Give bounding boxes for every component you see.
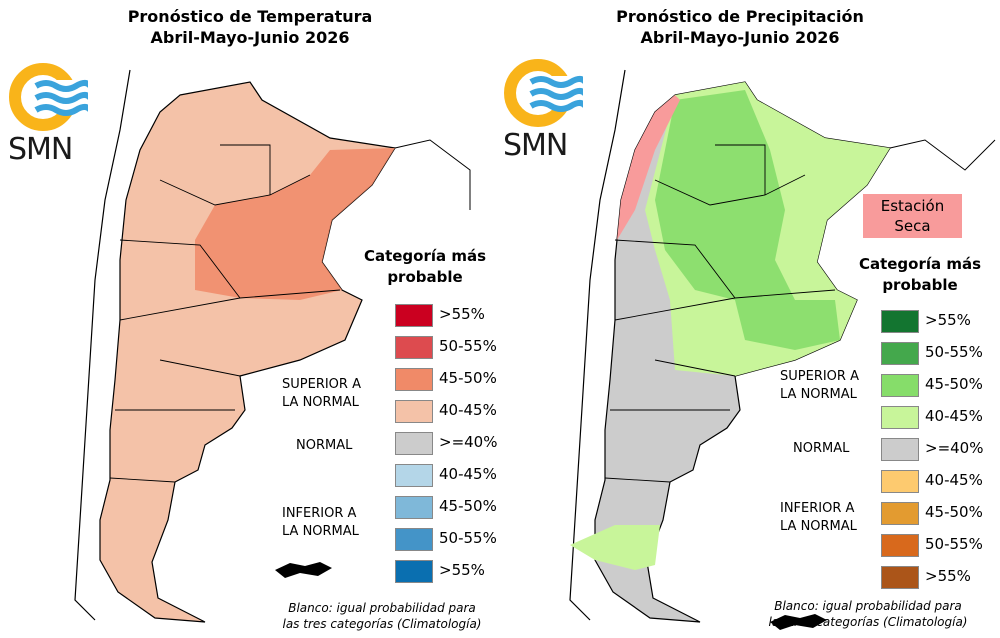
note-line: las tres categorías (Climatología) [768,615,968,629]
legend-label: >55% [925,567,971,585]
legend-label: >55% [439,305,485,323]
title-line: Pronóstico de Temperatura [127,7,373,26]
legend-swatch [395,560,433,583]
precipitation-title: Pronóstico de Precipitación Abril-Mayo-J… [590,6,890,48]
climatology-note: Blanco: igual probabilidad para las tres … [262,600,502,632]
dry-season-region [617,95,680,240]
wet-region-south [570,525,660,570]
legend-swatch [395,368,433,391]
malvinas-islands-icon [770,614,827,630]
note-line: Blanco: igual probabilidad para [288,601,476,615]
smn-logo: SMN [8,62,93,167]
legend-swatch [881,534,919,557]
dry-season-label: Estación Seca [863,194,962,238]
legend-label: 40-45% [925,471,983,489]
legend-swatch [395,464,433,487]
warm-region-45-50 [195,148,395,300]
legend-label: 50-55% [925,343,983,361]
climatology-note: Blanco: igual probabilidad para las tres … [748,598,988,630]
legend-label: 50-55% [439,337,497,355]
legend-title-line: probable [882,276,958,294]
legend-swatch [395,304,433,327]
logo-text: SMN [503,128,568,163]
category-line: SUPERIOR A [282,377,361,392]
category-line: LA NORMAL [282,395,359,410]
legend-swatch [395,400,433,423]
legend-swatch [881,406,919,429]
legend-label: 45-50% [925,503,983,521]
dry-season-line: Seca [894,217,931,235]
malvinas-islands-icon [275,562,332,578]
smn-logo: SMN [503,58,588,163]
legend-swatch [881,342,919,365]
legend-swatch [881,566,919,589]
category-line: LA NORMAL [780,387,857,402]
legend-title-line: probable [387,268,463,286]
legend-swatch [395,336,433,359]
smn-sun-icon [9,63,93,131]
category-above-label: SUPERIOR A LA NORMAL [282,376,361,412]
subtitle-line: Abril-Mayo-Junio 2026 [640,28,840,47]
category-normal-label: NORMAL [793,441,850,456]
legend-label: >=40% [925,439,984,457]
legend-title: Categoría más probable [350,246,500,288]
dry-season-line: Estación [880,197,945,215]
legend-swatch [881,438,919,461]
legend-label: 40-45% [439,401,497,419]
legend-label: 50-55% [925,535,983,553]
legend-swatch [395,528,433,551]
legend-title: Categoría más probable [845,254,995,296]
legend-label: 40-45% [925,407,983,425]
legend-title-line: Categoría más [858,255,982,273]
legend-label: 40-45% [439,465,497,483]
category-line: SUPERIOR A [780,369,859,384]
note-line: Blanco: igual probabilidad para [774,599,962,613]
wet-region-45-50 [655,90,840,350]
category-line: INFERIOR A [282,506,357,521]
note-line: las tres categorías (Climatología) [282,617,482,631]
temperature-map [74,69,471,623]
precipitation-map [569,69,996,623]
legend-swatch [881,502,919,525]
legend-label: 45-50% [925,375,983,393]
legend-swatch [881,374,919,397]
temperature-title: Pronóstico de Temperatura Abril-Mayo-Jun… [100,6,400,48]
legend-swatch [395,496,433,519]
legend-swatch [881,470,919,493]
title-line: Pronóstico de Precipitación [616,7,864,26]
category-line: LA NORMAL [282,524,359,539]
legend-swatch [881,310,919,333]
legend-title-line: Categoría más [363,247,487,265]
legend-label: 50-55% [439,529,497,547]
legend-swatch [395,432,433,455]
category-below-label: INFERIOR A LA NORMAL [282,505,359,541]
category-line: LA NORMAL [780,519,857,534]
logo-text: SMN [8,132,73,167]
legend-label: 45-50% [439,369,497,387]
category-below-label: INFERIOR A LA NORMAL [780,500,857,536]
smn-sun-icon [504,59,588,127]
legend-label: >55% [439,561,485,579]
category-normal-label: NORMAL [296,438,353,453]
legend-label: >=40% [439,433,498,451]
legend-label: >55% [925,311,971,329]
category-above-label: SUPERIOR A LA NORMAL [780,368,859,404]
legend-label: 45-50% [439,497,497,515]
subtitle-line: Abril-Mayo-Junio 2026 [150,28,350,47]
category-line: INFERIOR A [780,501,855,516]
